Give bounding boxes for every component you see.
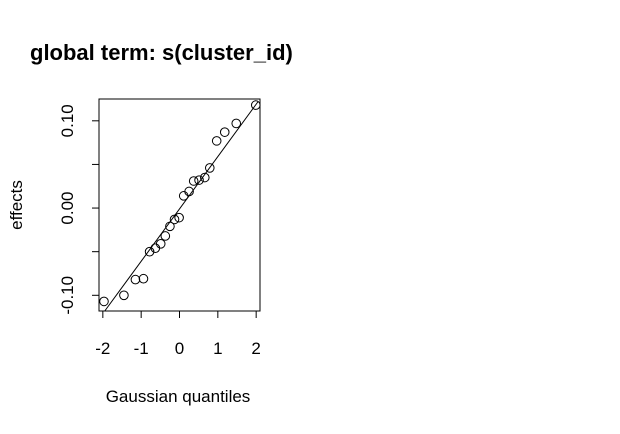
data-point [165,221,175,232]
data-point [211,136,222,146]
x-axis: -2 -1 0 1 2 [95,311,261,358]
x-tick-label: 2 [251,339,260,358]
data-point [130,274,141,285]
x-tick-label: 0 [175,339,184,358]
x-tick-label: 1 [213,339,222,358]
y-tick-label: 0.00 [58,192,77,225]
data-point [204,163,215,173]
data-point [184,186,194,197]
data-point [188,176,199,186]
data-point [178,191,189,201]
chart-title: global term: s(cluster_id) [30,40,293,65]
data-point [155,239,166,249]
data-point [99,296,109,307]
x-axis-label: Gaussian quantiles [106,387,251,406]
data-point [174,212,184,223]
data-point [250,100,261,110]
data-point [138,273,149,284]
data-point [200,172,210,183]
y-axis-label: effects [7,180,26,230]
data-point [119,290,129,301]
y-axis: -0.10 0.00 0.10 [58,104,99,315]
data-point [194,175,204,185]
data-points [99,100,261,307]
data-point [160,231,171,241]
data-point [144,246,155,257]
plot-area-border [98,98,261,312]
data-point [219,127,230,137]
x-tick-label: -2 [95,339,110,358]
y-tick-label: 0.10 [58,104,77,137]
x-tick-label: -1 [134,339,149,358]
data-point [169,214,180,225]
data-point [231,118,242,129]
reference-line [104,101,259,312]
y-tick-label: -0.10 [58,276,77,315]
